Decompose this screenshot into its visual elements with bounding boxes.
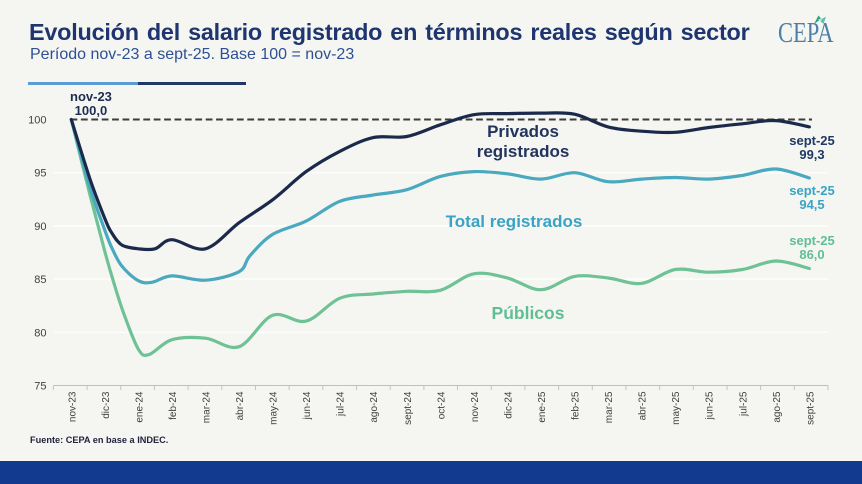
svg-text:80: 80 <box>34 327 46 339</box>
svg-text:100: 100 <box>28 115 46 127</box>
svg-text:dic-23: dic-23 <box>101 391 112 419</box>
svg-text:feb-25: feb-25 <box>571 391 582 420</box>
svg-text:sept-25: sept-25 <box>805 391 816 425</box>
svg-text:feb-24: feb-24 <box>168 391 179 420</box>
svg-text:mar-25: mar-25 <box>604 391 615 423</box>
svg-text:sept-24: sept-24 <box>403 391 414 425</box>
svg-text:may-25: may-25 <box>671 391 682 425</box>
svg-text:nov-23: nov-23 <box>67 391 78 422</box>
svg-text:95: 95 <box>34 168 46 180</box>
svg-text:may-24: may-24 <box>269 391 280 425</box>
svg-text:abr-24: abr-24 <box>235 391 246 420</box>
svg-text:jun-24: jun-24 <box>302 391 313 420</box>
svg-text:oct-24: oct-24 <box>436 391 447 419</box>
svg-text:mar-24: mar-24 <box>202 391 213 423</box>
svg-text:jul-24: jul-24 <box>336 391 347 417</box>
svg-text:75: 75 <box>34 381 46 393</box>
svg-text:dic-24: dic-24 <box>503 391 514 419</box>
svg-text:90: 90 <box>34 221 46 233</box>
svg-text:abr-25: abr-25 <box>638 391 649 420</box>
svg-text:ene-25: ene-25 <box>537 391 548 423</box>
svg-text:ago-25: ago-25 <box>772 391 783 423</box>
svg-text:ago-24: ago-24 <box>369 391 380 423</box>
svg-text:nov-24: nov-24 <box>470 391 481 422</box>
svg-text:jun-25: jun-25 <box>705 391 716 420</box>
svg-text:jul-25: jul-25 <box>738 391 749 417</box>
svg-text:85: 85 <box>34 274 46 286</box>
svg-text:ene-24: ene-24 <box>134 391 145 423</box>
